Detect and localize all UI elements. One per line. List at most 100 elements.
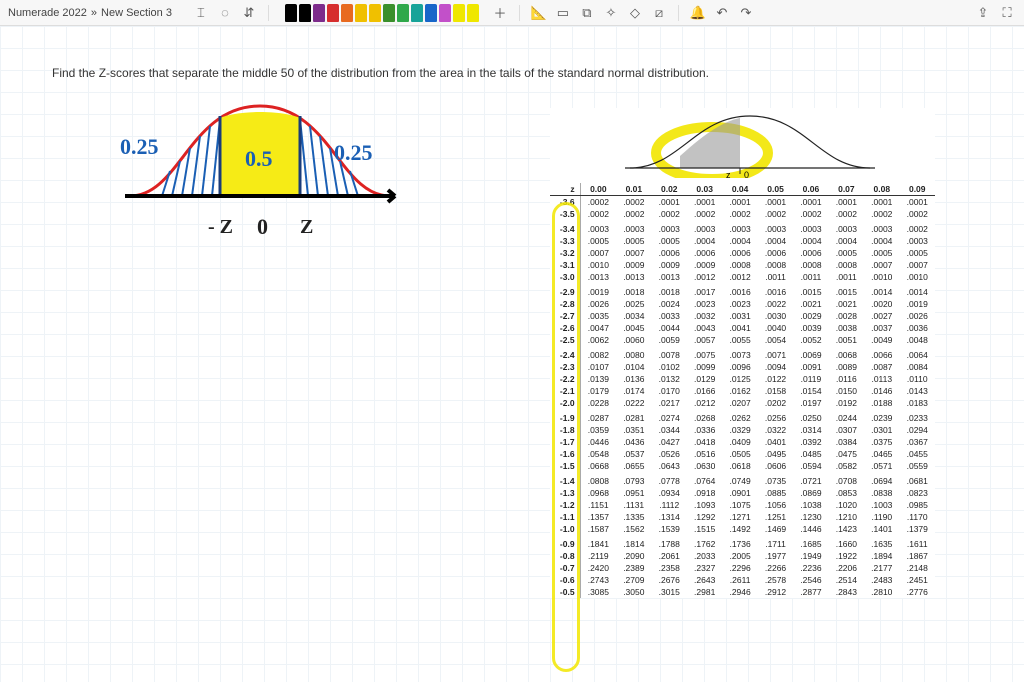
breadcrumb: Numerade 2022 » New Section 3 [8, 7, 172, 19]
z-table-cell: -1.0 [550, 523, 580, 535]
z-table-cell: .2981 [687, 586, 722, 598]
group-icon[interactable]: ⧉ [578, 4, 596, 22]
z-table-cell: .0268 [687, 409, 722, 424]
pen-color-3[interactable] [327, 4, 339, 22]
z-table-cell: .0287 [580, 409, 616, 424]
z-table-cell: .0197 [793, 397, 828, 409]
pen-color-10[interactable] [425, 4, 437, 22]
z-table-cell: .0005 [864, 247, 899, 259]
z-table-cell: .1170 [900, 511, 936, 523]
breadcrumb-sep: » [91, 7, 97, 19]
math-icon[interactable]: ⧄ [650, 4, 668, 22]
z-table-cell: .0008 [722, 259, 757, 271]
z-table-cell: .0028 [829, 310, 864, 322]
breadcrumb-section[interactable]: New Section 3 [101, 7, 172, 19]
z-table-cell: .1562 [616, 523, 651, 535]
z-table-cell: .2912 [758, 586, 793, 598]
z-table-cell: .0003 [900, 235, 936, 247]
z-table-cell: .0778 [652, 472, 687, 487]
pen-color-6[interactable] [369, 4, 381, 22]
divider [678, 5, 679, 21]
pen-color-8[interactable] [397, 4, 409, 22]
z-table-cell: .2946 [722, 586, 757, 598]
ruler-icon[interactable]: 📐 [530, 4, 548, 22]
z-table-cell: .0020 [864, 298, 899, 310]
magic-icon[interactable]: ✧ [602, 4, 620, 22]
pen-color-1[interactable] [299, 4, 311, 22]
pen-palette [285, 4, 479, 22]
z-table-cell: .0294 [900, 424, 936, 436]
z-table-cell: .1379 [900, 523, 936, 535]
z-table-cell: .0668 [580, 460, 616, 472]
pen-color-7[interactable] [383, 4, 395, 22]
toolbar: Numerade 2022 » New Section 3 ⌶ ◌ ⇵ ＋ 📐 … [0, 0, 1024, 26]
z-table-cell: .0013 [652, 271, 687, 283]
z-table-cell: .2514 [829, 574, 864, 586]
pen-color-4[interactable] [341, 4, 353, 22]
bell-icon[interactable]: 🔔 [689, 4, 707, 22]
z-table-cell: .0239 [864, 409, 899, 424]
z-table-row: -2.7.0035.0034.0033.0032.0031.0030.0029.… [550, 310, 935, 322]
eraser-icon[interactable]: ◇ [626, 4, 644, 22]
undo-icon[interactable]: ↶ [713, 4, 731, 22]
add-pen-icon[interactable]: ＋ [491, 4, 509, 22]
z-table-cell: .0838 [864, 487, 899, 499]
fullscreen-icon[interactable]: ⛶ [998, 4, 1016, 22]
pen-color-13[interactable] [467, 4, 479, 22]
z-table-cell: .0054 [758, 334, 793, 346]
z-table-cell: .0015 [829, 283, 864, 298]
pen-color-12[interactable] [453, 4, 465, 22]
z-table-cell: .2236 [793, 562, 828, 574]
z-table-cell: .2296 [722, 562, 757, 574]
z-table-cell: .0002 [616, 208, 651, 220]
z-table-row: -2.1.0179.0174.0170.0166.0162.0158.0154.… [550, 385, 935, 397]
z-table-header-cell: z [550, 183, 580, 196]
z-table-row: -3.2.0007.0007.0006.0006.0006.0006.0006.… [550, 247, 935, 259]
z-table-cell: .2483 [864, 574, 899, 586]
z-table-cell: .0002 [900, 208, 936, 220]
z-table-cell: .0329 [722, 424, 757, 436]
share-icon[interactable]: ⇪ [974, 4, 992, 22]
z-table-cell: .0016 [758, 283, 793, 298]
z-table-cell: .0001 [793, 196, 828, 209]
z-table-cell: .0002 [900, 220, 936, 235]
z-table-cell: .0091 [793, 361, 828, 373]
z-table-cell: .0016 [722, 283, 757, 298]
z-table-cell: -1.4 [550, 472, 580, 487]
lasso-tool-icon[interactable]: ◌ [216, 4, 234, 22]
pen-color-11[interactable] [439, 4, 451, 22]
shape-icon[interactable]: ▭ [554, 4, 572, 22]
z-table-cell: .0064 [900, 346, 936, 361]
z-table-cell: .0202 [758, 397, 793, 409]
pen-color-5[interactable] [355, 4, 367, 22]
z-table-cell: .1611 [900, 535, 936, 550]
z-table-cell: .0001 [687, 196, 722, 209]
breadcrumb-app[interactable]: Numerade 2022 [8, 7, 87, 19]
redo-icon[interactable]: ↷ [737, 4, 755, 22]
z-table-cell: .0113 [864, 373, 899, 385]
z-table-cell: .0024 [652, 298, 687, 310]
z-table-cell: .0010 [900, 271, 936, 283]
whiteboard-canvas[interactable]: Find the Z-scores that separate the midd… [0, 26, 1024, 682]
z-table-cell: .1635 [864, 535, 899, 550]
z-table-cell: .0087 [864, 361, 899, 373]
pen-color-0[interactable] [285, 4, 297, 22]
z-table-cell: .0062 [580, 334, 616, 346]
z-table-cell: .0006 [722, 247, 757, 259]
z-table-cell: .0060 [616, 334, 651, 346]
pen-color-9[interactable] [411, 4, 423, 22]
text-tool-icon[interactable]: ⌶ [192, 4, 210, 22]
z-table-cell: .1314 [652, 511, 687, 523]
pen-color-2[interactable] [313, 4, 325, 22]
z-table-cell: .0005 [616, 235, 651, 247]
z-table-cell: .0009 [687, 259, 722, 271]
z-table-cell: .0110 [900, 373, 936, 385]
insert-icon[interactable]: ⇵ [240, 4, 258, 22]
z-table-cell: .0080 [616, 346, 651, 361]
z-table-cell: .0009 [616, 259, 651, 271]
z-table-row: -0.5.3085.3050.3015.2981.2946.2912.2877.… [550, 586, 935, 598]
label-minus-z: - Z [208, 216, 233, 239]
z-table-cell: .1492 [722, 523, 757, 535]
z-table-cell: .0004 [687, 235, 722, 247]
z-table-cell: .0009 [652, 259, 687, 271]
